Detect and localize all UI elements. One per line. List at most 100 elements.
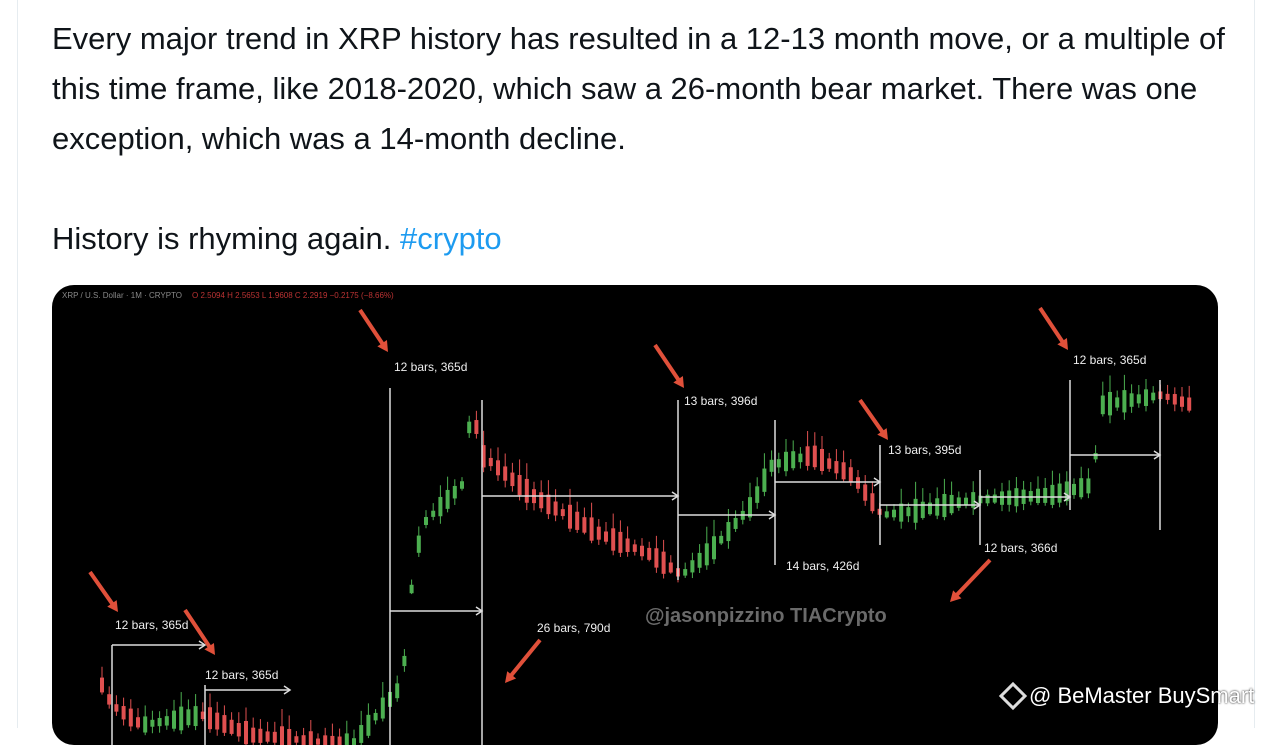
candle-body <box>812 445 817 468</box>
candle-body <box>668 562 673 573</box>
candle-body <box>1115 397 1120 408</box>
candle-body <box>748 497 752 518</box>
candle-body <box>236 723 241 737</box>
candle-body <box>1144 389 1148 406</box>
red-arrow <box>88 570 116 607</box>
red-arrow <box>508 638 542 679</box>
chart-label: 12 bars, 366d <box>984 541 1058 555</box>
arrow-head <box>768 510 777 520</box>
red-arrow <box>858 398 886 435</box>
candle-body <box>323 735 328 745</box>
candle-body <box>690 560 695 573</box>
candle-body <box>949 494 954 514</box>
candle-body <box>208 707 212 730</box>
candle-body <box>625 538 630 552</box>
red-arrow-head <box>673 376 684 388</box>
red-arrow <box>183 608 213 650</box>
chart-label: 26 bars, 790d <box>537 621 611 635</box>
candle-body <box>956 497 961 508</box>
candle-body <box>964 497 968 505</box>
candle-body <box>150 719 155 727</box>
candle-body <box>856 477 860 489</box>
candle-body <box>215 712 220 730</box>
candle-body <box>791 451 796 469</box>
candle-body <box>719 535 724 544</box>
candle-body <box>1187 397 1192 411</box>
candle-body <box>1172 394 1177 405</box>
candle-body <box>1079 478 1084 498</box>
candle-body <box>445 489 450 509</box>
chart-label: 14 bars, 426d <box>786 559 860 573</box>
chart-label: 12 bars, 365d <box>394 360 468 374</box>
tweet-paragraph: Every major trend in XRP history has res… <box>52 21 1225 156</box>
candle-body <box>654 548 659 568</box>
candle-body <box>244 721 248 745</box>
candle-body <box>380 697 385 719</box>
candle-body <box>510 472 515 487</box>
candle-body <box>524 478 529 503</box>
candle-body <box>287 728 292 745</box>
candle-body <box>164 716 169 726</box>
candle-body <box>1151 392 1156 401</box>
candle-body <box>805 446 810 466</box>
candle-body <box>460 481 464 489</box>
hashtag-link[interactable]: #crypto <box>400 221 502 256</box>
watermark: @jasonpizzino TIACrypto <box>645 605 887 627</box>
arrow-head <box>873 477 882 487</box>
candle-body <box>179 706 184 731</box>
candle-body <box>352 738 356 745</box>
candle-body <box>229 719 234 734</box>
candle-body <box>834 461 839 474</box>
red-arrow <box>358 308 386 347</box>
candle-body <box>251 727 256 743</box>
red-arrow-head <box>505 671 517 683</box>
candle-body <box>1036 488 1040 504</box>
candle-body <box>582 517 587 533</box>
candle-body <box>647 547 652 560</box>
candle-body <box>416 535 421 553</box>
red-arrow-head <box>877 428 888 440</box>
candle-body <box>870 493 875 512</box>
candle-body <box>438 496 443 517</box>
candle-body <box>906 507 911 517</box>
candle-body <box>1086 478 1091 494</box>
candle-body <box>992 494 997 503</box>
chart-image[interactable]: XRP / U.S. Dollar · 1M · CRYPTO O 2.5094 … <box>52 285 1218 745</box>
candle-body <box>546 494 551 515</box>
candle-body <box>985 494 990 504</box>
candle-body <box>769 459 774 472</box>
candle-body <box>1000 491 1004 505</box>
candle-body <box>157 717 162 727</box>
candle-body <box>481 445 486 468</box>
candle-body <box>452 485 457 499</box>
candle-body <box>661 551 666 574</box>
arrow-head <box>198 640 207 650</box>
chart-label: 12 bars, 365d <box>205 668 279 682</box>
tweet-paragraph: History is rhyming again. #crypto <box>52 221 502 256</box>
candle-body <box>301 735 306 745</box>
candle-body <box>848 467 853 482</box>
candle-body <box>913 498 918 523</box>
tweet-text: Every major trend in XRP history has res… <box>52 14 1232 264</box>
candle-body <box>1165 393 1170 400</box>
red-arrow <box>653 343 682 383</box>
candle-body <box>100 677 104 693</box>
candle-body <box>1180 396 1184 407</box>
candle-body <box>704 543 709 566</box>
candle-body <box>755 486 760 503</box>
candle-body <box>892 509 896 518</box>
candle-body <box>424 517 428 525</box>
candle-body <box>618 531 623 553</box>
candle-body <box>409 584 414 594</box>
candle-body <box>776 459 781 468</box>
chart-label: 13 bars, 395d <box>888 443 962 457</box>
red-arrow-head <box>377 340 388 352</box>
candle-body <box>1057 483 1062 503</box>
candle-body <box>200 711 205 720</box>
candle-body <box>265 731 270 742</box>
red-arrow <box>954 558 992 598</box>
candle-body <box>1050 484 1055 505</box>
candle-body <box>186 709 191 726</box>
candle-body <box>316 738 320 745</box>
candle-body <box>222 715 227 733</box>
